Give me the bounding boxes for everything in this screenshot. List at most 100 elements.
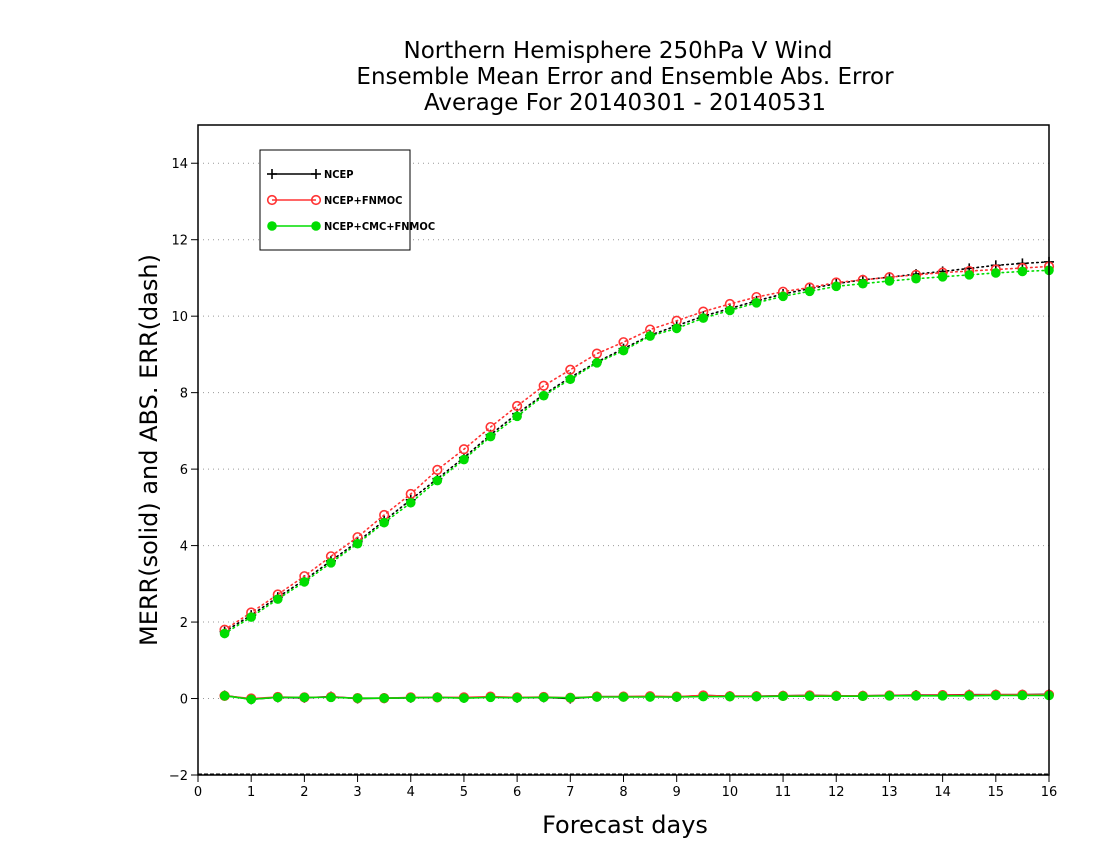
merr-point: [778, 691, 788, 702]
abs-err-line: [223, 269, 1050, 635]
series-ncep-fnmoc: [219, 261, 1055, 704]
merr-point: [592, 692, 602, 702]
merr-point: [884, 691, 895, 701]
abs-err-point: [458, 444, 470, 455]
series-layer: [219, 256, 1055, 705]
abs-err-point: [405, 497, 416, 508]
abs-err-point: [991, 268, 1001, 278]
abs-err-point: [485, 431, 496, 442]
merr-point: [326, 692, 336, 703]
abs-err-point: [751, 297, 762, 308]
legend: NCEP NCEP+FNMOC NCEP+CMC+FNMOC: [259, 149, 435, 251]
merr-point: [379, 693, 389, 703]
abs-err-point: [591, 348, 603, 359]
legend-marker: [267, 221, 277, 231]
merr-point: [459, 693, 469, 703]
x-tick-label: 3: [353, 785, 361, 800]
legend-label: NCEP+CMC+FNMOC: [324, 220, 435, 233]
abs-err-point: [538, 390, 549, 401]
chart-title: Northern Hemisphere 250hPa V Wind Ensemb…: [356, 38, 894, 116]
chart-title-line-1: Northern Hemisphere 250hPa V Wind: [404, 38, 833, 64]
x-tick-label: 6: [513, 785, 521, 800]
legend-label: NCEP+FNMOC: [324, 194, 402, 207]
merr-point: [299, 692, 310, 703]
series-ncep-cmc-fnmoc: [219, 265, 1054, 705]
y-tick-label: 6: [180, 463, 188, 478]
y-tick-label: 10: [171, 310, 188, 325]
x-tick-label: 12: [828, 785, 845, 800]
y-tick-label: 14: [171, 157, 188, 172]
legend-marker: [266, 194, 278, 206]
abs-err-line: [223, 265, 1050, 631]
merr-point: [725, 691, 735, 702]
merr-point: [432, 692, 443, 703]
merr-point: [804, 691, 815, 702]
merr-point: [485, 692, 496, 703]
x-tick-label: 13: [881, 785, 898, 800]
x-tick-label: 15: [988, 785, 1005, 800]
abs-err-point: [459, 454, 469, 465]
abs-err-point: [858, 278, 868, 289]
x-tick-label: 5: [460, 785, 468, 800]
y-tick-label: 8: [180, 387, 188, 402]
abs-err-point: [246, 612, 256, 622]
abs-err-point: [778, 291, 788, 302]
legend-marker: [310, 194, 322, 206]
abs-err-point: [352, 538, 363, 549]
abs-err-line: [223, 261, 1050, 633]
merr-point: [645, 692, 655, 702]
legend-marker: [311, 169, 321, 179]
merr-point: [352, 693, 363, 703]
y-tick-label: −2: [169, 769, 188, 784]
abs-err-point: [272, 594, 283, 604]
x-tick-label: 2: [300, 785, 308, 800]
y-tick-label: 2: [180, 616, 188, 631]
merr-point: [751, 691, 762, 702]
abs-err-point: [432, 475, 443, 486]
abs-err-point: [671, 323, 682, 334]
merr-point: [405, 692, 416, 703]
merr-point: [831, 691, 842, 702]
abs-err-point: [512, 411, 522, 422]
x-tick-label: 11: [775, 785, 792, 800]
abs-err-point: [645, 331, 655, 341]
abs-err-point: [432, 464, 443, 475]
series-ncep: [219, 256, 1054, 705]
merr-point: [858, 691, 868, 702]
abs-err-point: [1017, 266, 1028, 277]
merr-point: [698, 691, 709, 702]
chart-title-line-3: Average For 20140301 - 20140531: [424, 90, 826, 116]
legend-item: NCEP+FNMOC: [266, 194, 402, 207]
merr-point: [512, 692, 522, 703]
abs-err-point: [565, 374, 576, 385]
merr-point: [219, 691, 230, 701]
abs-err-point: [219, 628, 230, 639]
y-tick-label: 12: [171, 234, 188, 249]
abs-err-point: [299, 577, 310, 587]
abs-err-point: [911, 273, 921, 284]
abs-err-point: [538, 380, 549, 391]
x-tick-label: 10: [722, 785, 739, 800]
abs-err-point: [804, 286, 815, 297]
abs-err-point: [592, 358, 602, 368]
merr-point: [911, 691, 921, 701]
abs-err-point: [565, 364, 576, 375]
abs-err-point: [618, 345, 629, 356]
abs-err-point: [512, 400, 523, 412]
y-tick-label: 0: [180, 693, 188, 708]
x-tick-label: 0: [194, 785, 202, 800]
abs-err-point: [831, 281, 842, 292]
x-tick-label: 9: [673, 785, 681, 800]
merr-point: [671, 692, 682, 702]
merr-point: [565, 692, 576, 703]
legend-item: NCEP: [267, 168, 354, 181]
merr-point: [618, 692, 629, 702]
abs-err-point: [326, 557, 336, 568]
legend-label: NCEP: [324, 168, 354, 181]
abs-err-point: [485, 421, 496, 433]
legend-item: NCEP+CMC+FNMOC: [267, 220, 435, 233]
y-axis-label: MERR(solid) and ABS. ERR(dash): [135, 254, 163, 646]
merr-point: [1017, 690, 1028, 701]
